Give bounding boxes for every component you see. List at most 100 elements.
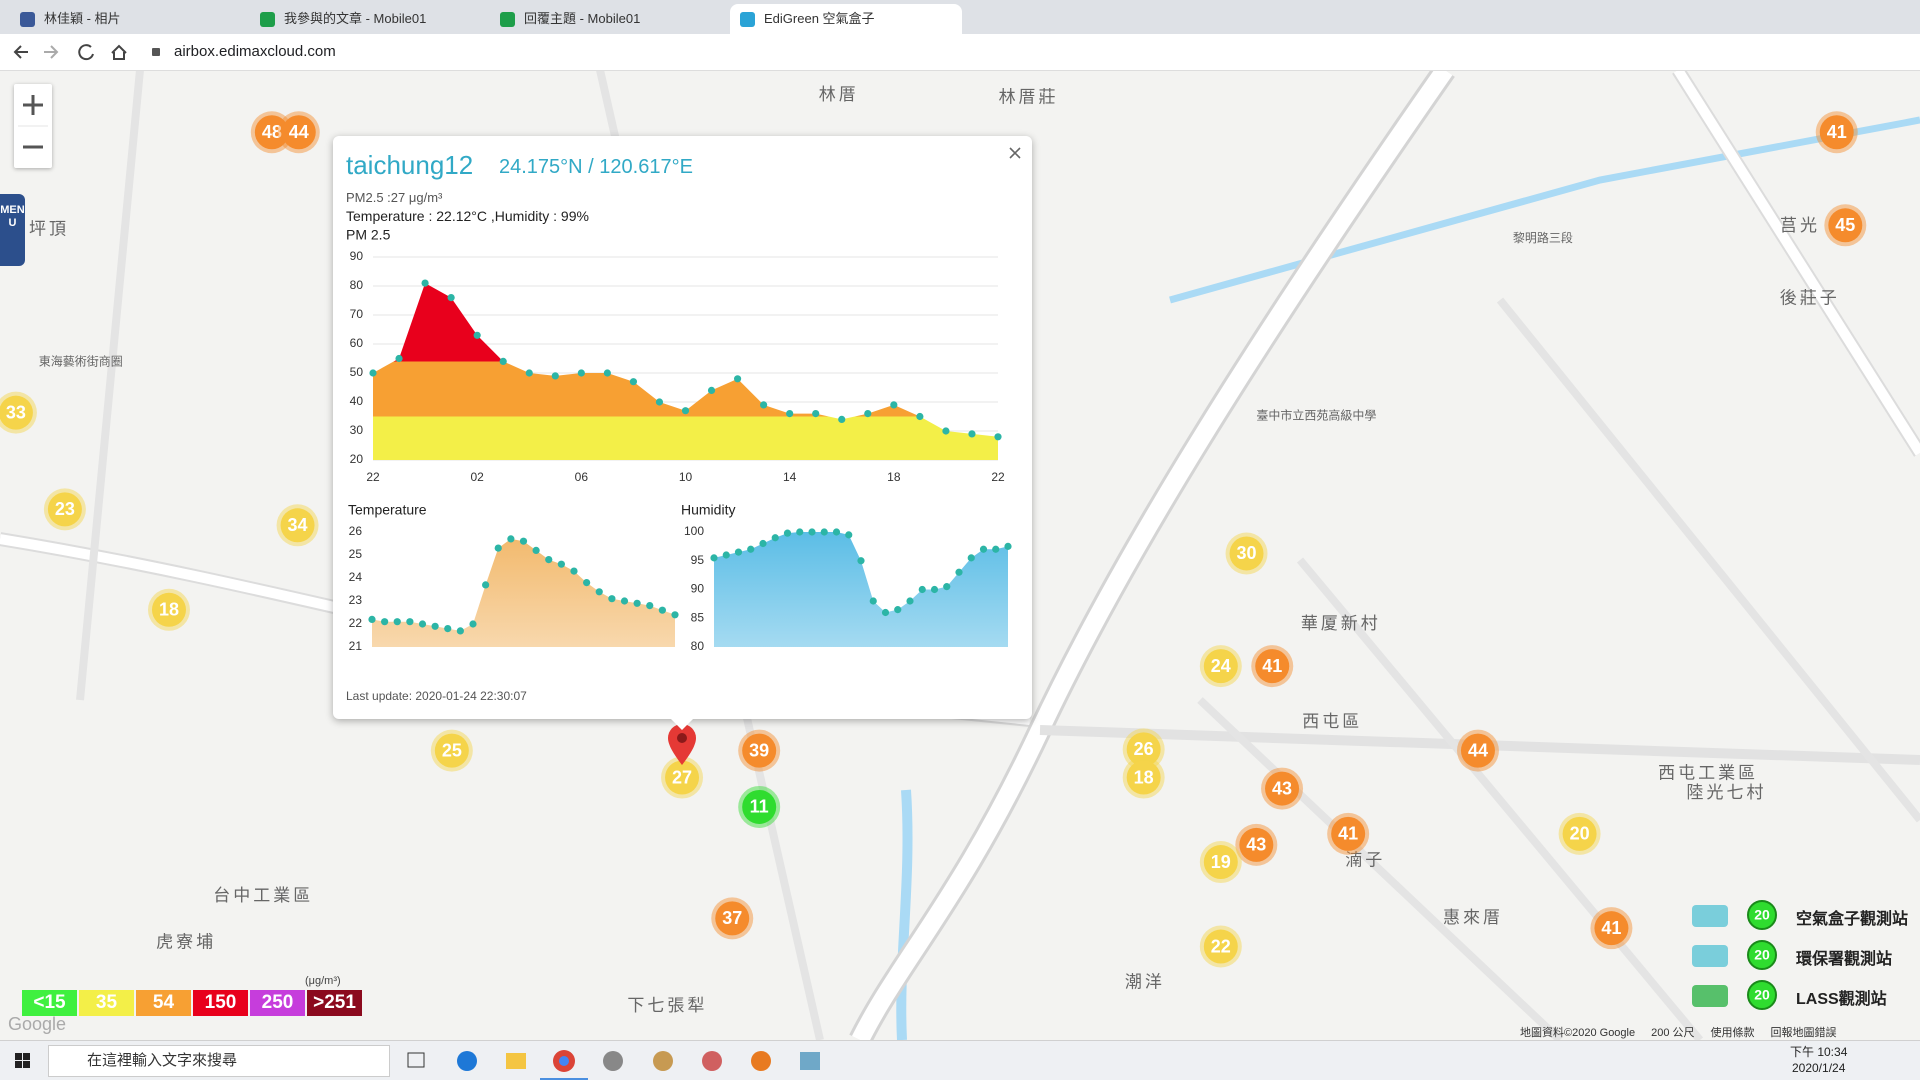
marker-value: 48 <box>262 122 282 142</box>
road <box>1673 67 1920 456</box>
data-point <box>418 620 427 628</box>
place-label: 西屯區 <box>1302 712 1362 731</box>
x-tick-label: 22 <box>366 470 380 484</box>
station-marker[interactable] <box>715 901 750 936</box>
back[interactable] <box>13 45 28 59</box>
data-point <box>608 595 616 603</box>
selected-pin[interactable] <box>668 724 696 765</box>
app[interactable] <box>800 1052 820 1070</box>
station-marker[interactable] <box>1562 816 1597 851</box>
explorer[interactable] <box>506 1053 526 1069</box>
station-count-bg <box>1747 980 1777 1010</box>
station-marker[interactable] <box>665 760 700 795</box>
search-box[interactable]: 在這裡輸入文字來搜尋 <box>48 1045 390 1077</box>
marker-value: 39 <box>749 740 769 760</box>
station-marker[interactable] <box>1126 760 1161 795</box>
station-marker[interactable] <box>280 508 315 543</box>
map-data: 地圖資料©2020 Google <box>1520 1027 1636 1039</box>
menu[interactable]: MENU <box>0 194 25 266</box>
data-point <box>551 372 559 380</box>
popup-charts: PM 2.5 20 30 40 50 60 70 80 90 22 02 06 10 14 18 22 Temp… <box>346 147 1021 653</box>
report[interactable]: 回報地圖錯誤 <box>1770 1027 1837 1039</box>
station-marker[interactable] <box>151 592 186 627</box>
station-marker[interactable] <box>1819 115 1854 150</box>
station-marker[interactable] <box>1331 816 1366 851</box>
marker-value: 41 <box>1827 122 1847 142</box>
station-marker[interactable] <box>742 733 777 768</box>
station-count: 20 <box>1754 947 1770 963</box>
task-view[interactable] <box>407 1052 425 1068</box>
tab[interactable]: 我參與的文章 - Mobile01 <box>250 4 482 34</box>
river <box>896 789 913 1040</box>
legend-item: 35 <box>79 990 134 1016</box>
close[interactable] <box>1009 147 1021 159</box>
taskbar-icons <box>15 1050 820 1080</box>
data-point <box>421 279 429 287</box>
station-marker[interactable] <box>1203 649 1238 684</box>
place-label: 西屯工業區 <box>1658 763 1758 782</box>
y-tick-label: 30 <box>350 423 364 437</box>
data-point <box>395 354 403 363</box>
station-marker[interactable] <box>434 733 469 768</box>
station-marker[interactable] <box>47 492 82 527</box>
app[interactable] <box>751 1051 771 1071</box>
station-marker[interactable] <box>1255 649 1290 684</box>
app[interactable] <box>702 1051 722 1071</box>
data-point <box>629 378 638 386</box>
data-point <box>577 369 585 377</box>
edge[interactable] <box>457 1051 477 1071</box>
app[interactable] <box>603 1051 623 1071</box>
station-icon <box>1692 945 1728 967</box>
forward[interactable] <box>44 45 59 59</box>
marker-value: 41 <box>1338 824 1358 844</box>
data-point <box>532 546 540 554</box>
data-point <box>916 412 924 421</box>
station-marker[interactable] <box>1239 827 1274 862</box>
station-marker[interactable] <box>281 115 316 150</box>
zoom-in[interactable] <box>23 95 43 115</box>
data-point <box>734 548 743 556</box>
station-marker[interactable] <box>1460 733 1495 768</box>
data-point <box>406 618 414 626</box>
station-marker[interactable] <box>1594 911 1629 946</box>
zoom-icons <box>18 95 48 149</box>
station-marker[interactable] <box>1203 929 1238 964</box>
tab-bar: 林佳穎 - 相片 我參與的文章 - Mobile01 回覆主題 - Mobile01… <box>0 0 1920 34</box>
app[interactable] <box>653 1051 673 1071</box>
station-marker[interactable] <box>1126 732 1161 767</box>
place-label: 下七張犁 <box>627 996 707 1015</box>
place-label: 莒光 <box>1780 216 1820 235</box>
data-point <box>992 545 1000 553</box>
marker-value: 37 <box>722 908 742 928</box>
favicon <box>20 12 35 27</box>
data-point <box>393 618 401 626</box>
y-tick-label: 23 <box>349 593 363 607</box>
tab[interactable]: EdiGreen 空氣盒子 <box>730 4 962 34</box>
station-marker[interactable] <box>1203 845 1238 880</box>
y-tick-label: 25 <box>349 547 363 561</box>
station-marker[interactable] <box>0 395 33 430</box>
station-marker[interactable] <box>1828 208 1863 243</box>
google-logo: Google <box>8 1014 67 1034</box>
tab[interactable]: 回覆主題 - Mobile01 <box>490 4 722 34</box>
data-point <box>473 331 481 339</box>
clock[interactable]: 下午 10:34 2020/1/24 <box>1790 1044 1847 1076</box>
url[interactable]: airbox.edimaxcloud.com <box>174 43 336 60</box>
station-marker[interactable] <box>1265 771 1300 806</box>
tab[interactable]: 林佳穎 - 相片 <box>10 4 242 34</box>
station-marker[interactable] <box>742 789 777 824</box>
x-tick-label: 02 <box>470 470 484 484</box>
station-marker[interactable] <box>254 115 289 150</box>
data-point <box>786 410 794 418</box>
reload[interactable] <box>78 44 94 61</box>
x-tick-label: 14 <box>783 470 797 484</box>
terms[interactable]: 使用條款 <box>1710 1027 1755 1039</box>
place-label: 臺中市立西苑高級中學 <box>1256 407 1376 422</box>
home[interactable] <box>111 44 127 60</box>
data-point <box>832 528 841 536</box>
data-point <box>595 588 603 596</box>
station-marker[interactable] <box>1229 536 1264 571</box>
y-tick-label: 70 <box>350 307 364 321</box>
start[interactable] <box>15 1053 22 1060</box>
tab-title: 林佳穎 - 相片 <box>44 11 121 26</box>
